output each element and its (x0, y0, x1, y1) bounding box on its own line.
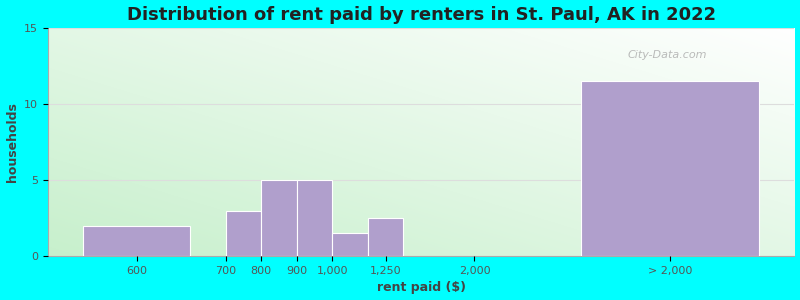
Text: City-Data.com: City-Data.com (628, 50, 707, 60)
Bar (368, 218, 403, 256)
Bar (261, 180, 297, 256)
X-axis label: rent paid ($): rent paid ($) (377, 281, 466, 294)
Bar (332, 233, 368, 256)
Bar (83, 226, 190, 256)
Bar (581, 81, 759, 256)
Bar (226, 211, 261, 256)
Bar (297, 180, 332, 256)
Title: Distribution of rent paid by renters in St. Paul, AK in 2022: Distribution of rent paid by renters in … (126, 6, 716, 24)
Y-axis label: households: households (6, 102, 18, 182)
